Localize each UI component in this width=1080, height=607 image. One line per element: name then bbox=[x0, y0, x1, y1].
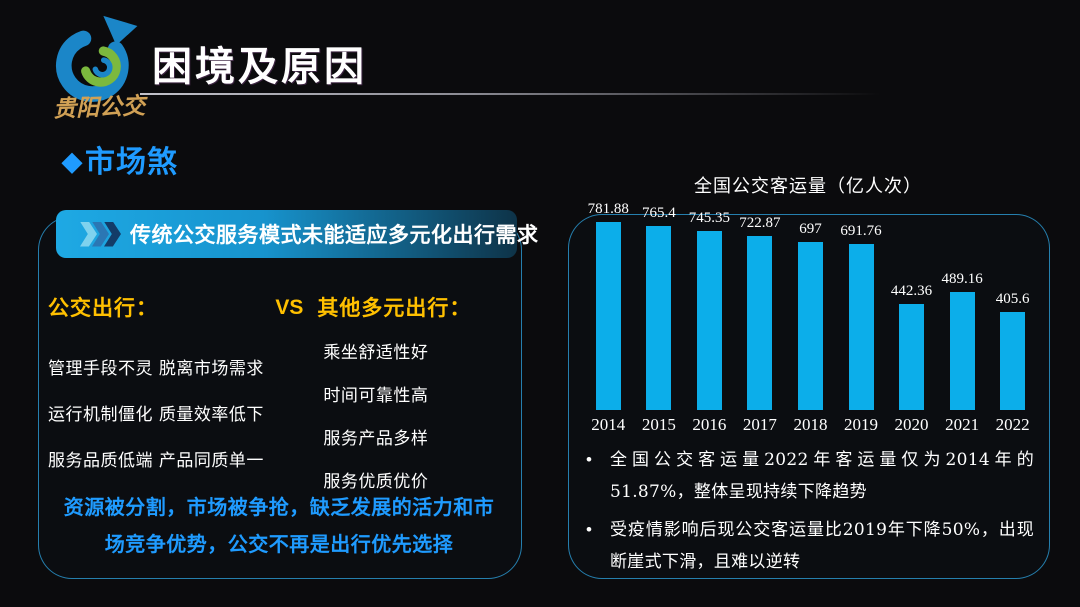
bar bbox=[848, 244, 874, 410]
bar-slot: 765.4 bbox=[634, 200, 685, 410]
other-travel-item: 时间可靠性高 bbox=[323, 386, 429, 406]
x-axis-tick-label: 2020 bbox=[894, 415, 929, 434]
x-axis-tick-label: 2019 bbox=[844, 415, 878, 434]
bar-slot: 691.76 bbox=[836, 200, 887, 410]
bar bbox=[595, 222, 621, 410]
x-axis-tick-label: 2022 bbox=[995, 415, 1030, 434]
conclusion-text: 资源被分割，市场被争抢，缺乏发展的活力和市场竞争优势，公交不再是出行优先选择 bbox=[63, 497, 495, 556]
other-travel-title: 其他多元出行： bbox=[317, 297, 472, 320]
bar-value-label: 722.87 bbox=[739, 215, 781, 231]
bar bbox=[797, 242, 823, 410]
chart-title: 全国公交客运量（亿人次） bbox=[694, 176, 922, 196]
bar-slot: 405.6 bbox=[987, 200, 1038, 410]
x-axis-tick-label: 2014 bbox=[591, 415, 626, 434]
other-travel-item: 服务优质优价 bbox=[323, 472, 429, 492]
market-comparison-panel bbox=[38, 216, 522, 579]
bar-value-label: 489.16 bbox=[941, 271, 983, 287]
title-underline bbox=[140, 93, 880, 95]
bus-travel-item: 管理手段不灵 脱离市场需求 bbox=[48, 359, 264, 379]
other-travel-item: 乘坐舒适性好 bbox=[323, 343, 429, 363]
bar-slot: 722.87 bbox=[735, 200, 786, 410]
section-heading: ◆市场煞 bbox=[62, 137, 178, 181]
bus-travel-column: 公交出行： 管理手段不灵 脱离市场需求 运行机制僵化 质量效率低下 服务品质低端 产… bbox=[48, 292, 275, 510]
bar bbox=[1000, 312, 1026, 410]
other-travel-item-list: 乘坐舒适性好 时间可靠性高 服务产品多样 服务优质优价 bbox=[317, 338, 510, 492]
section-heading-label: 市场煞 bbox=[85, 146, 178, 179]
bar-value-label: 691.76 bbox=[840, 223, 882, 239]
bar bbox=[949, 292, 975, 410]
bullet-dot-icon: • bbox=[586, 450, 592, 469]
bar-value-label: 745.35 bbox=[688, 210, 730, 226]
chart-x-axis-labels: 2014 2015 2016 2017 2018 2019 2020 2021 2022 bbox=[583, 415, 1038, 435]
panel-header-banner: 传统公交服务模式未能适应多元化出行需求 bbox=[56, 210, 538, 258]
vs-label: VS bbox=[275, 296, 304, 319]
bar-slot: 489.16 bbox=[937, 200, 988, 410]
triple-chevron-icon bbox=[80, 221, 121, 247]
chart-note-item: • 全国公交客运量2022年客运量仅为2014年的51.87%，整体呈现持续下降趋… bbox=[586, 444, 1034, 509]
bar-slot: 781.88 bbox=[583, 200, 634, 410]
bar bbox=[696, 231, 722, 410]
bus-travel-item: 运行机制僵化 质量效率低下 bbox=[48, 405, 264, 425]
x-axis-tick-label: 2018 bbox=[793, 415, 828, 434]
bar-value-label: 781.88 bbox=[587, 201, 629, 217]
bar-slot: 745.35 bbox=[684, 200, 735, 410]
bar-value-label: 765.4 bbox=[641, 205, 676, 221]
bus-travel-title: 公交出行： bbox=[48, 297, 158, 320]
bar-value-label: 442.36 bbox=[890, 283, 933, 299]
logo-swirl-icon bbox=[55, 15, 138, 102]
bar-slot: 697 bbox=[785, 200, 836, 410]
bar-value-label: 405.6 bbox=[995, 291, 1030, 307]
company-logo: 贵阳公交 bbox=[44, 12, 148, 123]
bar-slot: 442.36 bbox=[886, 200, 937, 410]
other-travel-column: 其他多元出行： 乘坐舒适性好 时间可靠性高 服务产品多样 服务优质优价 bbox=[317, 292, 510, 510]
bus-travel-item-list: 管理手段不灵 脱离市场需求 运行机制僵化 质量效率低下 服务品质低端 产品同质单一 bbox=[48, 354, 275, 471]
chart-note-item: • 受疫情影响后现公交客运量比2019年下降50%，出现断崖式下滑，且难以逆转 bbox=[586, 514, 1034, 579]
bar bbox=[646, 226, 672, 410]
bar-chart: 781.88 765.4 745.35 722.87 697 691.76 442.36 48… bbox=[583, 200, 1038, 410]
bar bbox=[899, 304, 925, 410]
bus-travel-item: 服务品质低端 产品同质单一 bbox=[48, 451, 264, 471]
chart-notes-list: • 全国公交客运量2022年客运量仅为2014年的51.87%，整体呈现持续下降趋… bbox=[586, 444, 1034, 583]
comparison-columns: 公交出行： 管理手段不灵 脱离市场需求 运行机制僵化 质量效率低下 服务品质低端 产… bbox=[48, 292, 510, 510]
chart-note-text: 全国公交客运量2022年客运量仅为2014年的51.87%，整体呈现持续下降趋势 bbox=[610, 450, 1034, 503]
diamond-icon: ◆ bbox=[62, 146, 83, 176]
bullet-dot-icon: • bbox=[586, 519, 592, 539]
x-axis-tick-label: 2021 bbox=[945, 415, 980, 434]
bar bbox=[747, 236, 773, 410]
x-axis-tick-label: 2017 bbox=[742, 415, 777, 434]
panel-header-text: 传统公交服务模式未能适应多元化出行需求 bbox=[130, 224, 539, 247]
page-title: 困境及原因 bbox=[152, 45, 367, 89]
bar-value-label: 697 bbox=[799, 221, 822, 237]
other-travel-item: 服务产品多样 bbox=[323, 429, 429, 449]
x-axis-tick-label: 2015 bbox=[641, 415, 676, 434]
chart-note-text: 受疫情影响后现公交客运量比2019年下降50%，出现断崖式下滑，且难以逆转 bbox=[610, 519, 1034, 572]
brand-calligraphy: 贵阳公交 bbox=[52, 92, 146, 123]
x-axis-tick-label: 2016 bbox=[692, 415, 727, 434]
